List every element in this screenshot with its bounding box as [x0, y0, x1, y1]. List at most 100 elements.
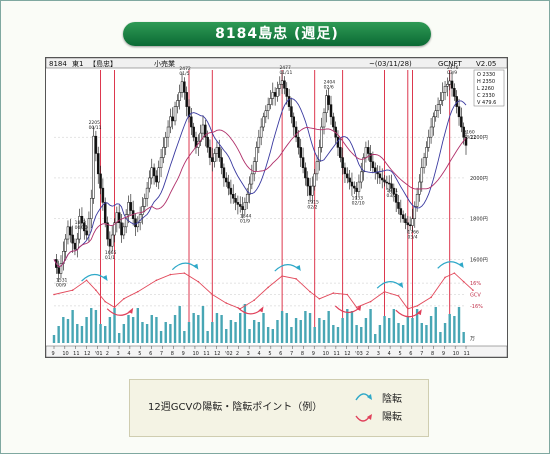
- candle-body: [378, 173, 382, 179]
- price-annotation: 1665: [105, 250, 117, 256]
- x-tick-label: 3: [117, 351, 120, 357]
- page-title: 8184島忠 (週足): [123, 22, 431, 46]
- x-tick-label: 9: [312, 351, 315, 357]
- price-annotation: 2205: [89, 120, 101, 126]
- candle-body: [422, 157, 426, 169]
- down-turn-arrowhead: [458, 262, 464, 269]
- price-annotation: 2404: [324, 80, 336, 86]
- candle-body: [150, 167, 154, 179]
- x-tick-label: 3: [377, 351, 380, 357]
- candle-body: [360, 171, 363, 183]
- gcv-point: [453, 272, 456, 274]
- volume-axis-label: 万: [470, 336, 475, 342]
- up-turn-arrowhead: [258, 306, 264, 313]
- price-annotation: 03/4: [407, 235, 417, 241]
- candle-body: [138, 214, 142, 224]
- volume-bar: [211, 322, 214, 343]
- down-turn-arrowhead: [398, 282, 404, 289]
- price-axis-label: 2200円: [470, 135, 488, 141]
- gcv-point: [383, 290, 386, 293]
- gcv-axis-label: -16%: [470, 304, 483, 310]
- candle-body: [183, 81, 186, 93]
- candle-body: [171, 116, 174, 122]
- price-axis-label: 1800円: [470, 217, 488, 223]
- volume-bar: [173, 315, 177, 343]
- volume-bar: [341, 318, 344, 343]
- volume-bar: [131, 317, 135, 343]
- header-version: V2.05: [476, 60, 496, 68]
- volume-bar: [290, 327, 293, 343]
- x-tick-label: 10: [192, 351, 198, 357]
- volume-bar: [141, 322, 144, 343]
- candle-body: [257, 136, 261, 148]
- volume-bar: [104, 326, 107, 343]
- candle-body: [287, 96, 291, 107]
- candle-body: [332, 116, 335, 128]
- legend-caption: 12週GCVの陽転・陰転ポイント（例）: [148, 402, 323, 413]
- price-annotation: 01/1: [105, 255, 115, 261]
- x-axis-ticks: 9 10 11 12'01 2 3 4 5 6 7 8 9 10 11 12'02 2 3 4 5 6 7 8 9 10 11 1…: [45, 345, 508, 358]
- candle-body: [276, 88, 279, 97]
- candle-body: [57, 267, 60, 274]
- volume-bar: [76, 324, 79, 343]
- gcv-point: [397, 295, 400, 297]
- candle-body: [283, 80, 286, 89]
- volume-bar: [378, 325, 382, 343]
- x-tick-label: 3: [247, 351, 250, 357]
- candle-body: [145, 187, 149, 199]
- gcv-point: [444, 276, 446, 279]
- volume-bar: [304, 311, 307, 343]
- volume-bar: [415, 309, 419, 343]
- candle-body: [124, 214, 128, 228]
- x-tick-label: 4: [258, 351, 261, 357]
- ma-short-line: [53, 98, 467, 268]
- volume-bar: [299, 320, 302, 343]
- candle-body: [264, 110, 268, 118]
- volume-bar: [271, 329, 275, 343]
- volume-bar: [252, 320, 256, 343]
- x-tick-label: 6: [279, 351, 282, 357]
- volume-bar: [308, 313, 312, 343]
- volume-bar: [169, 324, 172, 343]
- x-tick-label: 5: [398, 351, 401, 357]
- gcv-point: [104, 300, 107, 303]
- volume-bar: [248, 329, 251, 343]
- candle-body: [397, 202, 400, 209]
- candle-body: [87, 218, 91, 236]
- candle-body: [110, 234, 114, 247]
- x-tick-label: 11: [464, 351, 470, 357]
- volume-bar: [187, 322, 191, 343]
- candle-body: [157, 167, 160, 183]
- volume-bar: [439, 332, 442, 343]
- candle-body: [211, 157, 214, 162]
- candle-body: [178, 92, 181, 101]
- down-turn-arrow: [274, 264, 300, 272]
- price-annotation: 02/2: [307, 204, 317, 210]
- gcv-point: [183, 272, 186, 274]
- candle-body: [89, 198, 93, 219]
- candlesticks: [55, 71, 468, 283]
- candle-body: [304, 167, 307, 179]
- candle-body: [420, 167, 424, 183]
- volume-bar: [62, 317, 65, 343]
- candle-body: [353, 185, 356, 189]
- price-annotation: 2472: [179, 66, 191, 72]
- volume-bar: [360, 327, 363, 343]
- candle-body: [245, 193, 249, 203]
- candle-body: [80, 215, 84, 224]
- price-annotation: 1971: [387, 188, 399, 194]
- candle-body: [222, 167, 226, 179]
- ma-long-line: [53, 126, 467, 268]
- candle-body: [294, 126, 298, 138]
- volume-bar: [318, 318, 321, 343]
- volume-bar: [52, 335, 56, 343]
- candle-body: [241, 206, 244, 210]
- candle-body: [418, 181, 421, 195]
- candle-body: [66, 226, 70, 240]
- volume-bar: [429, 316, 433, 343]
- x-tick-label: 2: [366, 351, 369, 357]
- candle-body: [76, 238, 79, 250]
- candle-body: [425, 147, 428, 158]
- x-tick-label: 4: [127, 351, 130, 357]
- gcv-point: [355, 306, 358, 309]
